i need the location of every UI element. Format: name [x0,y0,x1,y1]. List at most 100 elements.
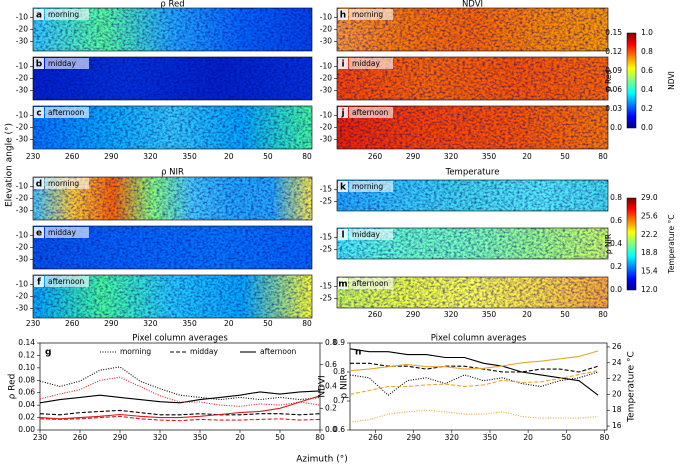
y-axis-label: Elevation angle (°) [5,123,15,207]
x-tick-label: 320 [444,310,459,319]
x-tick-label: 320 [143,319,158,328]
y-tick-label: -20 [16,25,28,34]
colorbar-tick-label: 22.2 [641,230,658,239]
x-tick-label: 320 [445,433,460,442]
y-tick-label: -15 [320,232,332,241]
y2-tick-label: 0.8 [325,338,337,347]
label-badge [45,227,89,238]
y-tick-label: -10 [320,61,332,70]
colorbar-tick-label: 0.0 [610,285,622,294]
y-tick-label: -25 [320,245,332,254]
x-tick-label: 320 [143,152,158,161]
x-tick-label: 80 [600,433,610,442]
colorbar-label: ρ Red [604,70,613,92]
label-badge [349,58,393,69]
label-badge [45,107,89,118]
x-tick-label: 20 [224,152,234,161]
colorbar-label: NDVI [667,71,676,90]
legend-label: afternoon [260,347,297,356]
x-tick-label: 320 [153,433,168,442]
panel-title: Temperature [445,168,500,178]
series-line [39,409,321,416]
y2-tick-label: 24 [612,358,622,367]
x-tick-label: 350 [482,152,497,161]
series-line [39,390,321,404]
panel-label: morning [48,179,79,188]
y-tick-label: -25 [320,197,332,206]
label-badge [45,9,89,20]
y-tick-label: 0.9 [333,338,345,347]
x-tick-label: 20 [224,319,234,328]
panel-label: morning [352,10,383,19]
image-frame [336,276,609,309]
panel-letter: f [37,278,41,288]
panel-label: midday [48,228,77,237]
x-tick-label: 50 [560,310,570,319]
x-tick-label: 290 [406,433,421,442]
series-line [39,395,321,420]
panel-letter: j [340,109,344,119]
y-tick-label: 0.10 [18,363,35,372]
series-line [349,350,599,372]
y-tick-label: -30 [16,304,28,313]
y2-tick-label: 26 [612,342,622,351]
label-badge [45,58,89,69]
x-tick-label: 50 [560,152,570,161]
x-tick-label: 260 [368,152,383,161]
panel-title: ρ NIR [161,168,184,178]
y-tick-label: -15 [320,281,332,290]
x-tick-label: 50 [263,152,273,161]
panel-letter: k [340,183,347,193]
series-line [39,415,321,422]
x-tick-label: 260 [368,310,383,319]
y-tick-label: 0.00 [18,425,35,434]
x-tick-label: 260 [65,152,80,161]
panel-letter: i [341,60,344,70]
y2-tick-label: 0.2 [325,403,337,412]
image-frame [336,179,609,212]
label-badge [45,276,89,287]
colorbar-label: ρ NIR [604,234,613,254]
label-badge [349,229,393,240]
x-tick-label: 50 [263,319,273,328]
series-line [349,371,599,396]
y-tick-label: -30 [320,135,332,144]
x-tick-label: 230 [33,433,48,442]
panel-label: midday [352,230,381,239]
y-tick-label: 0.14 [18,338,35,347]
panel-letter: c [36,109,41,119]
colorbar [626,197,637,291]
series-line [39,376,321,407]
panel-letter: l [341,231,344,241]
y-tick-label: -20 [16,194,28,203]
x-tick-label: 80 [302,152,312,161]
y-tick-label: -20 [320,123,332,132]
series-line [349,409,599,423]
letter-badge [338,107,348,118]
x-tick-label: 260 [368,433,383,442]
y-tick-label: 0.04 [18,400,35,409]
y-tick-label: -10 [16,12,28,21]
colorbar-tick-label: 0.0 [610,123,622,132]
y-tick-label: 0.06 [18,388,35,397]
x-tick-label: 320 [444,152,459,161]
y-tick-label: -15 [320,184,332,193]
colorbar-tick-label: 0.2 [641,104,653,113]
colorbar-tick-label: 0.12 [605,47,622,56]
chart-title: Pixel column averages [132,334,228,344]
image-frame [336,227,609,260]
x-axis-label: Azimuth (°) [296,455,347,465]
x-tick-label: 290 [113,433,128,442]
y-tick-label: -25 [320,294,332,303]
colorbar-tick-label: 0.2 [610,262,622,271]
x-tick-label: 290 [104,319,119,328]
colorbar-tick-label: 0.6 [610,216,622,225]
y-tick-label: -30 [16,135,28,144]
x-tick-label: 260 [65,319,80,328]
x-tick-label: 290 [104,152,119,161]
panel-letter: b [36,60,43,70]
x-tick-label: 350 [182,152,197,161]
y2-tick-label: 0.0 [325,425,337,434]
chart-title: Pixel column averages [431,334,527,344]
plot-frame [349,342,608,431]
